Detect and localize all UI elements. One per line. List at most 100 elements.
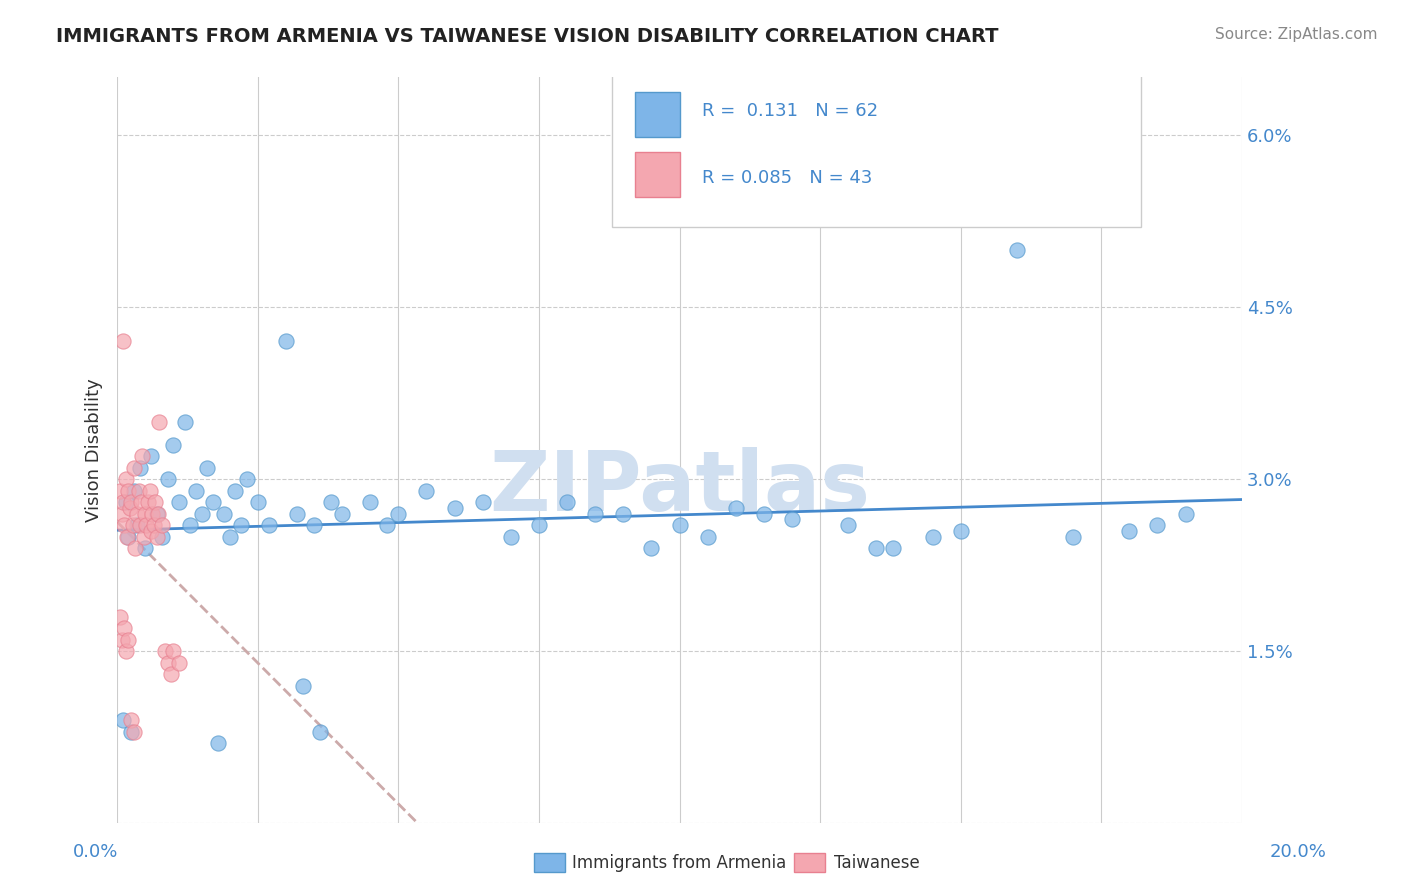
FancyBboxPatch shape [634,152,679,197]
Point [190,507,212,521]
Point [134,541,156,555]
Y-axis label: Vision Disability: Vision Disability [86,378,103,523]
Point [696,530,718,544]
Point [122,724,145,739]
Point [120,724,142,739]
Point [527,518,550,533]
Point [112,518,135,533]
Point [131,449,153,463]
FancyBboxPatch shape [612,55,1140,227]
Point [134,507,156,521]
Point [752,507,775,521]
Point [1062,530,1084,544]
Text: R =  0.131   N = 62: R = 0.131 N = 62 [702,102,879,120]
Point [583,507,606,521]
Point [837,518,859,533]
Point [136,495,159,509]
Point [387,507,409,521]
Point [882,541,904,555]
Point [111,507,134,521]
Point [111,713,134,727]
Point [668,518,690,533]
Point [125,518,148,533]
Point [167,495,190,509]
Point [201,495,224,509]
Point [139,524,162,538]
Point [612,507,634,521]
Point [274,334,297,349]
Point [415,483,437,498]
Point [108,610,131,624]
Point [1146,518,1168,533]
Point [1005,243,1028,257]
Point [122,518,145,533]
Text: Taiwanese: Taiwanese [834,854,920,871]
Text: IMMIGRANTS FROM ARMENIA VS TAIWANESE VISION DISABILITY CORRELATION CHART: IMMIGRANTS FROM ARMENIA VS TAIWANESE VIS… [56,27,998,45]
Text: R = 0.085   N = 43: R = 0.085 N = 43 [702,169,872,187]
Point [179,518,201,533]
Point [359,495,381,509]
Point [218,530,240,544]
Point [302,518,325,533]
Point [114,644,136,658]
Point [150,530,173,544]
Point [330,507,353,521]
Point [1174,507,1197,521]
Point [167,656,190,670]
Point [224,483,246,498]
Point [108,483,131,498]
Point [257,518,280,533]
Point [117,530,139,544]
Point [114,472,136,486]
Point [156,472,179,486]
Text: ZIPatlas: ZIPatlas [489,447,870,528]
Text: Source: ZipAtlas.com: Source: ZipAtlas.com [1215,27,1378,42]
Point [235,472,257,486]
Point [145,530,167,544]
Point [141,507,163,521]
Point [159,667,181,681]
Point [111,334,134,349]
Point [162,438,184,452]
Point [291,679,314,693]
Point [150,518,173,533]
Point [921,530,943,544]
Point [122,483,145,498]
Point [471,495,494,509]
Point [135,518,157,533]
Point [780,512,803,526]
Point [949,524,972,538]
Point [142,518,165,533]
Point [124,541,146,555]
Text: 0.0%: 0.0% [73,843,118,861]
Text: Immigrants from Armenia: Immigrants from Armenia [572,854,786,871]
Point [111,495,134,509]
Text: 20.0%: 20.0% [1270,843,1326,861]
Point [375,518,398,533]
Point [139,483,162,498]
Point [145,495,167,509]
Point [162,644,184,658]
Point [139,449,162,463]
Point [112,621,135,635]
Point [229,518,252,533]
Point [111,632,134,647]
Point [319,495,342,509]
Point [114,495,136,509]
Point [125,507,148,521]
Point [134,530,156,544]
Point [173,415,195,429]
Point [120,495,142,509]
Point [128,483,150,498]
Point [195,460,218,475]
Point [1118,524,1140,538]
Point [724,500,747,515]
Point [153,644,176,658]
Point [308,724,330,739]
Point [120,713,142,727]
Point [184,483,207,498]
Point [285,507,308,521]
Point [146,507,169,521]
Point [865,541,887,555]
Point [122,460,145,475]
